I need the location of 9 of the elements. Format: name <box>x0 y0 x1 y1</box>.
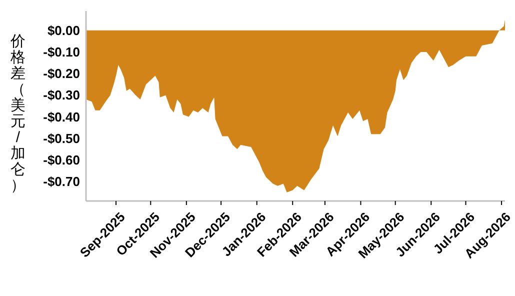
y-tick-label: -$0.30 <box>43 88 80 103</box>
y-tick-label: -$0.60 <box>43 152 80 168</box>
y-tick-label: -$0.10 <box>43 44 80 60</box>
y-tick-label: -$0.20 <box>43 66 80 82</box>
text: 价格差（美元/加仑） <box>10 33 26 194</box>
y-tick-label: -$0.50 <box>43 130 80 146</box>
y-tick-label: -$0.40 <box>43 109 80 124</box>
y-tick-label: $0.00 <box>47 22 80 38</box>
y-tick-label: -$0.70 <box>43 174 80 190</box>
